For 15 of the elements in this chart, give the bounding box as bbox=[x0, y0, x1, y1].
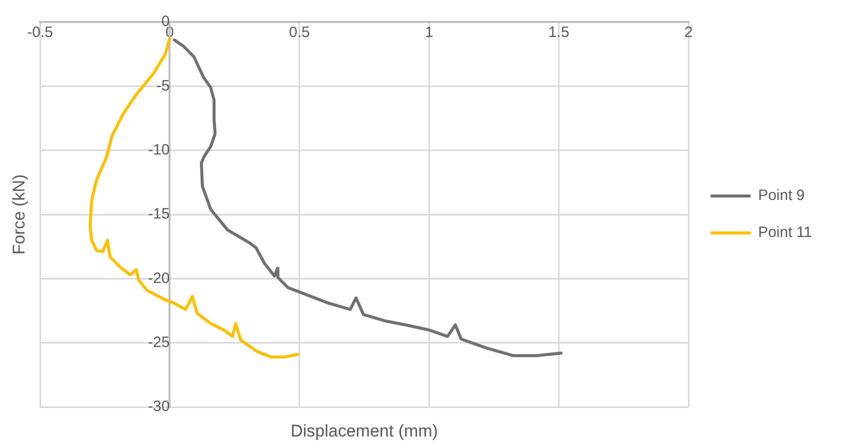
y-tick-label: -25 bbox=[148, 334, 170, 351]
y-tick-label: -5 bbox=[156, 77, 170, 94]
x-tick-label: 2 bbox=[684, 24, 693, 42]
x-tick-label: 0.5 bbox=[289, 24, 310, 42]
y-axis-title: Force (kN) bbox=[10, 174, 29, 255]
x-axis-title: Displacement (mm) bbox=[290, 422, 438, 441]
legend-label: Point 11 bbox=[758, 224, 812, 242]
y-tick-label: -30 bbox=[148, 398, 170, 416]
y-tick-label: -10 bbox=[148, 141, 170, 158]
legend-label: Point 9 bbox=[758, 187, 805, 204]
y-tick-label: -15 bbox=[148, 206, 170, 223]
y-tick-label: -20 bbox=[148, 270, 170, 287]
x-tick-label: -0.5 bbox=[27, 24, 53, 42]
x-tick-label: 1 bbox=[424, 24, 434, 42]
x-tick-label: 1.5 bbox=[548, 24, 570, 42]
